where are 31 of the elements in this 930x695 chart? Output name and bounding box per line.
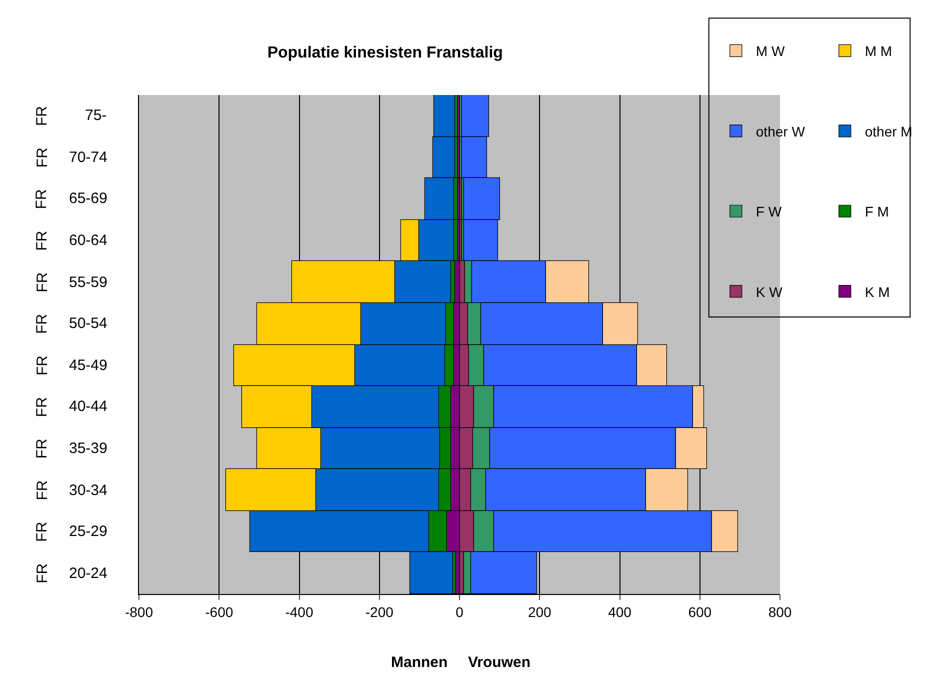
legend-label: M M — [864, 43, 892, 60]
x-tick-label: -800 — [124, 604, 154, 620]
x-tick-label: 400 — [608, 604, 632, 620]
category-label: FR 35-39 — [34, 438, 108, 459]
legend-label: K M — [864, 284, 890, 300]
legend-label: other W — [756, 123, 806, 140]
text: Vrouwen — [468, 654, 531, 671]
chart-title: Populatie kinesisten Franstalig — [267, 44, 503, 62]
category-label: FR 45-49 — [34, 356, 108, 376]
category-label: FR 40-44 — [33, 397, 108, 418]
x-tick-label: 0 — [456, 604, 464, 620]
category-label: FR 25-29 — [34, 522, 108, 542]
y-tick-label: FR 55-59 — [34, 272, 108, 292]
x-tick-label: 200 — [528, 604, 552, 620]
category-label: FR 20-24 — [34, 563, 108, 584]
category-label: FR 50-54 — [34, 314, 108, 334]
category-label: FR 65-69 — [33, 189, 108, 210]
legend-label: K W — [756, 284, 784, 300]
y-tick-label: FR 30-34 — [34, 480, 108, 500]
x-tick-label: -600 — [205, 604, 234, 620]
text: Mannen — [391, 654, 448, 671]
x-tick-label: -200 — [365, 604, 394, 620]
category-label: FR 75- — [33, 106, 107, 126]
x-tick-label: 800 — [768, 604, 792, 620]
category-label: FR 70-74 — [34, 148, 108, 168]
x-tick-label: 600 — [688, 604, 712, 620]
category-label: FR 60-64 — [34, 230, 108, 251]
legend-label: F M — [864, 204, 889, 220]
legend-label: F W — [756, 204, 782, 220]
legend-label: M W — [756, 43, 786, 60]
x-tick-label: -400 — [285, 604, 314, 620]
